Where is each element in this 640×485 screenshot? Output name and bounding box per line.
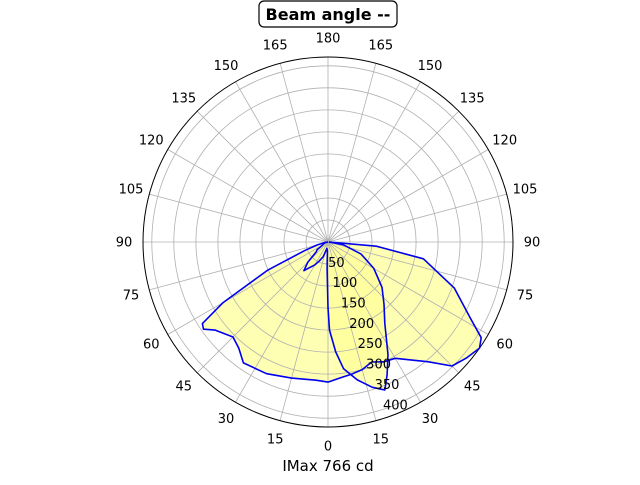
angular-tick-label-14: 165 [263,39,288,54]
angular-tick-label-5: 60 [496,338,513,353]
angular-tick-label-12: 165 [368,39,393,54]
angular-tick-label-18: 105 [119,183,144,198]
title-frame [258,0,398,28]
radial-tick-label-6: 300 [366,358,391,373]
radial-tick-labels: 50 100 150 200 250 300 350 400 [328,256,408,414]
angular-gridline-11 [327,81,421,243]
angular-gridline-18 [149,193,329,243]
angular-tick-label-17: 120 [139,134,164,149]
radial-tick-label-3: 150 [341,297,366,312]
angular-gridline-5 [327,241,489,335]
series-line-2 [303,241,389,391]
angular-tick-label-24: 15 [267,433,284,448]
radial-tick-label-5: 250 [358,337,383,352]
chart-title: Beam angle -- [266,5,391,24]
angular-tick-label-20: 75 [123,288,140,303]
polar-frame [142,56,514,428]
angular-tick-label-8: 105 [513,183,538,198]
radial-tick-label-2: 100 [332,276,357,291]
chart-title-box: Beam angle -- [258,0,398,28]
angular-gridline-21 [167,241,329,335]
angular-tick-label-15: 150 [214,59,239,74]
angular-gridline-9 [327,149,489,243]
angular-gridline-4 [327,241,460,374]
angular-tick-label-16: 135 [171,91,196,106]
angular-gridline-20 [149,241,329,291]
angular-gridline-8 [327,193,507,243]
angular-tick-label-10: 135 [460,91,485,106]
angular-gridline-6 [327,241,507,291]
angular-tick-label-7: 90 [524,236,541,251]
x-axis-label: IMax 766 cd [282,457,373,475]
angular-tick-label-21: 60 [143,338,160,353]
series-layer [201,241,482,391]
angular-tick-label-23: 30 [218,412,235,427]
angular-tick-label-6: 75 [517,288,534,303]
angular-tick-label-2: 15 [373,433,390,448]
angular-gridline-3 [327,241,421,403]
radial-tick-label-8: 400 [383,398,408,413]
angular-gridline-2 [327,241,377,421]
radial-tick-label-4: 200 [349,317,374,332]
angular-tick-label-1: 0 [324,440,332,455]
series-fill-2 [303,242,388,390]
angular-tick-label-22: 45 [176,380,193,395]
angular-gridline-12 [327,63,377,243]
angular-tick-label-19: 90 [116,236,133,251]
angular-gridline-16 [196,110,329,243]
angular-gridline-23 [235,241,329,403]
angular-gridline-24 [279,241,329,421]
angular-gridline-14 [279,63,329,243]
angular-tick-labels: 0 15 30 45 60 75 90 105 120 135 150 165 180 165 150 135… [116,32,541,455]
radial-tick-label-1: 50 [328,256,345,271]
angular-gridline-15 [235,81,329,243]
angular-gridline-17 [167,149,329,243]
angular-tick-label-9: 120 [492,134,517,149]
angular-gridline-10 [327,110,460,243]
series-line-1 [201,241,482,383]
angular-tick-label-3: 30 [422,412,439,427]
angular-tick-label-4: 45 [464,380,481,395]
angular-tick-label-11: 150 [418,59,443,74]
angular-tick-label-13: 180 [316,32,341,47]
radial-tick-label-7: 350 [375,378,400,393]
